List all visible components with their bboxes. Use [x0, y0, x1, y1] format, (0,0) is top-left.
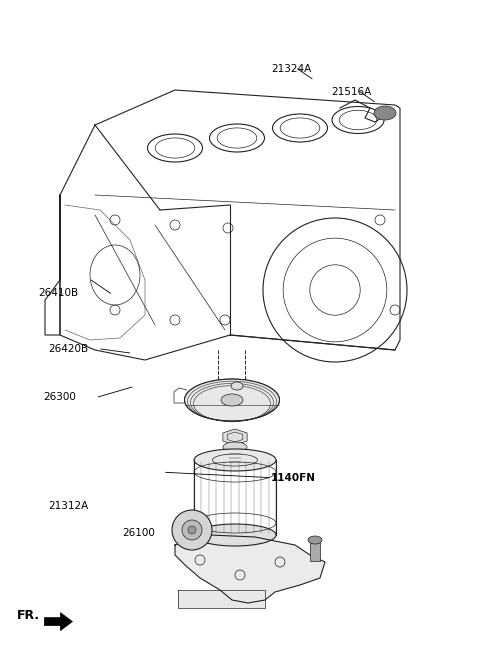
Polygon shape — [44, 613, 72, 630]
Circle shape — [172, 510, 212, 550]
Ellipse shape — [194, 524, 276, 546]
Text: 26300: 26300 — [43, 392, 76, 402]
Ellipse shape — [308, 536, 322, 544]
Ellipse shape — [221, 394, 243, 406]
Text: 21312A: 21312A — [48, 501, 88, 512]
Text: 26100: 26100 — [122, 528, 155, 539]
Text: 1140FN: 1140FN — [271, 472, 316, 483]
Ellipse shape — [231, 382, 243, 390]
Text: FR.: FR. — [16, 609, 39, 622]
Text: 26420B: 26420B — [48, 344, 88, 354]
Ellipse shape — [194, 449, 276, 471]
Polygon shape — [310, 540, 320, 561]
Ellipse shape — [223, 442, 247, 452]
Polygon shape — [229, 451, 241, 465]
Circle shape — [182, 520, 202, 540]
Ellipse shape — [184, 379, 279, 421]
Text: 21324A: 21324A — [271, 64, 312, 74]
Polygon shape — [175, 535, 325, 603]
Polygon shape — [223, 429, 247, 445]
Circle shape — [188, 526, 196, 534]
Text: 21516A: 21516A — [331, 87, 372, 97]
Ellipse shape — [374, 106, 396, 120]
Polygon shape — [178, 590, 265, 608]
Text: 26410B: 26410B — [38, 288, 79, 298]
